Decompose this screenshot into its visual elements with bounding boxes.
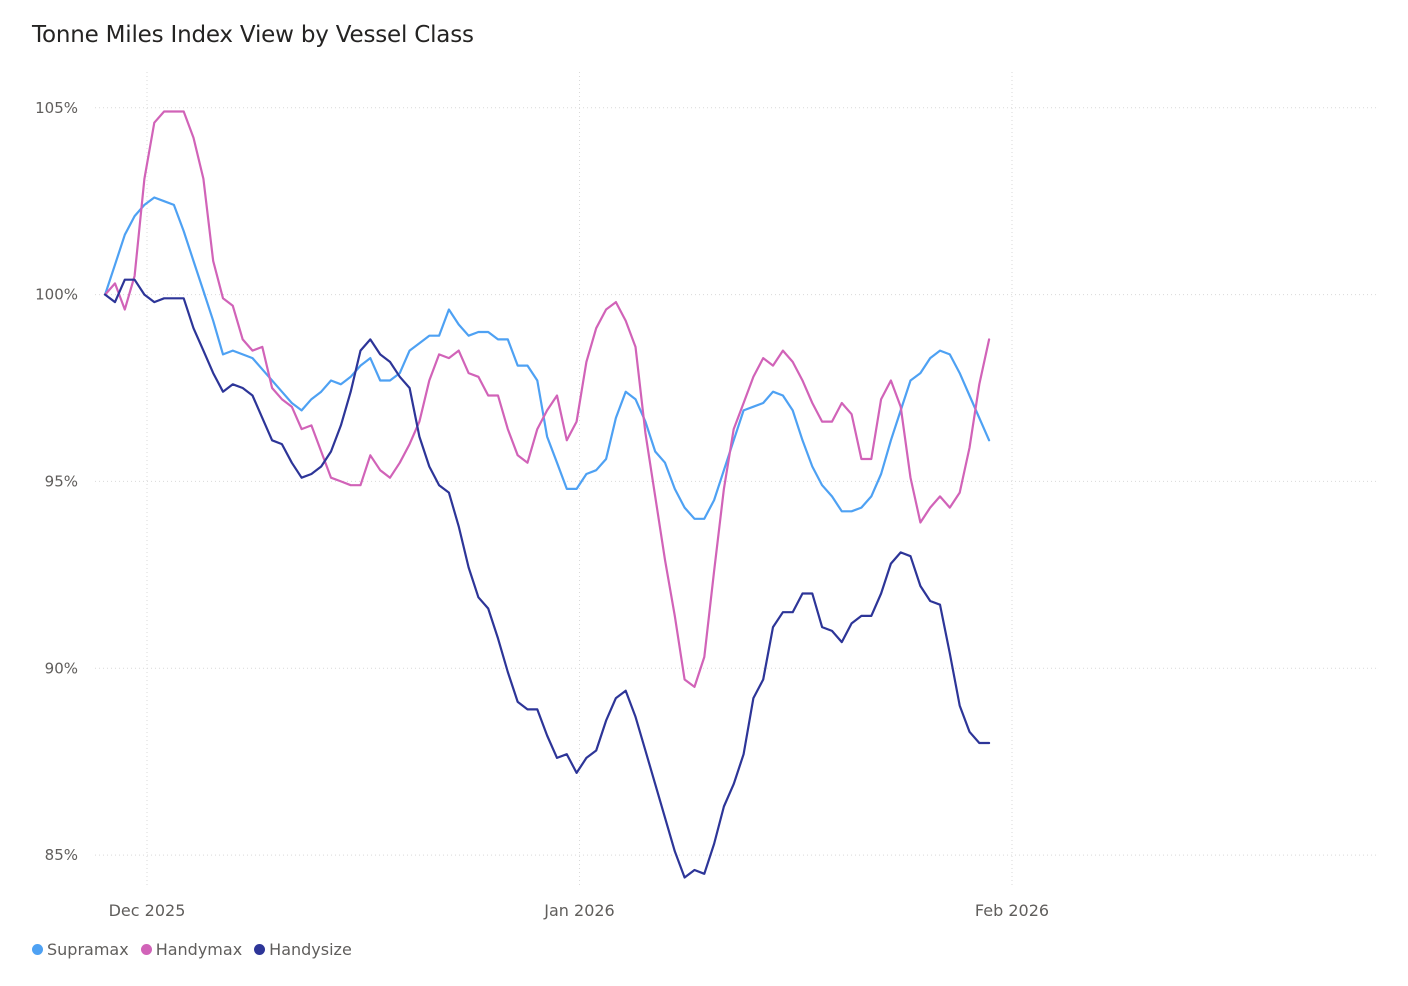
legend-marker-icon	[140, 944, 152, 955]
y-tick-label: 105%	[35, 99, 78, 117]
y-tick-label: 90%	[45, 659, 78, 677]
line-chart: 85% 90% 95% 100% 105% Dec 2025 Jan 2026 Feb 20…	[35, 72, 1378, 920]
series-line-handymax	[103, 110, 991, 689]
legend-label: Supramax	[47, 940, 129, 959]
legend-label: Handysize	[269, 940, 352, 959]
series-lines	[103, 110, 991, 879]
y-tick-label: 95%	[45, 472, 78, 490]
legend-item-handysize[interactable]: Handysize	[254, 940, 352, 959]
legend: Supramax Handymax Handysize	[32, 940, 364, 959]
legend-label: Handymax	[155, 940, 243, 959]
legend-marker-icon	[32, 944, 43, 955]
legend-item-handymax[interactable]: Handymax	[140, 940, 243, 959]
chart-title: Tonne Miles Index View by Vessel Class	[32, 22, 474, 48]
x-axis-ticks: Dec 2025 Jan 2026 Feb 2026	[109, 901, 1049, 920]
gridlines	[95, 72, 1378, 888]
x-tick-label: Feb 2026	[975, 901, 1049, 920]
series-line-handysize	[103, 278, 991, 879]
series-line-supramax	[103, 196, 991, 520]
y-axis-ticks: 85% 90% 95% 100% 105%	[35, 99, 78, 864]
legend-item-supramax[interactable]: Supramax	[32, 940, 129, 959]
y-tick-label: 85%	[45, 846, 78, 864]
x-tick-label: Dec 2025	[109, 901, 186, 920]
x-tick-label: Jan 2026	[543, 901, 614, 920]
y-tick-label: 100%	[35, 286, 78, 304]
legend-marker-icon	[254, 944, 266, 955]
